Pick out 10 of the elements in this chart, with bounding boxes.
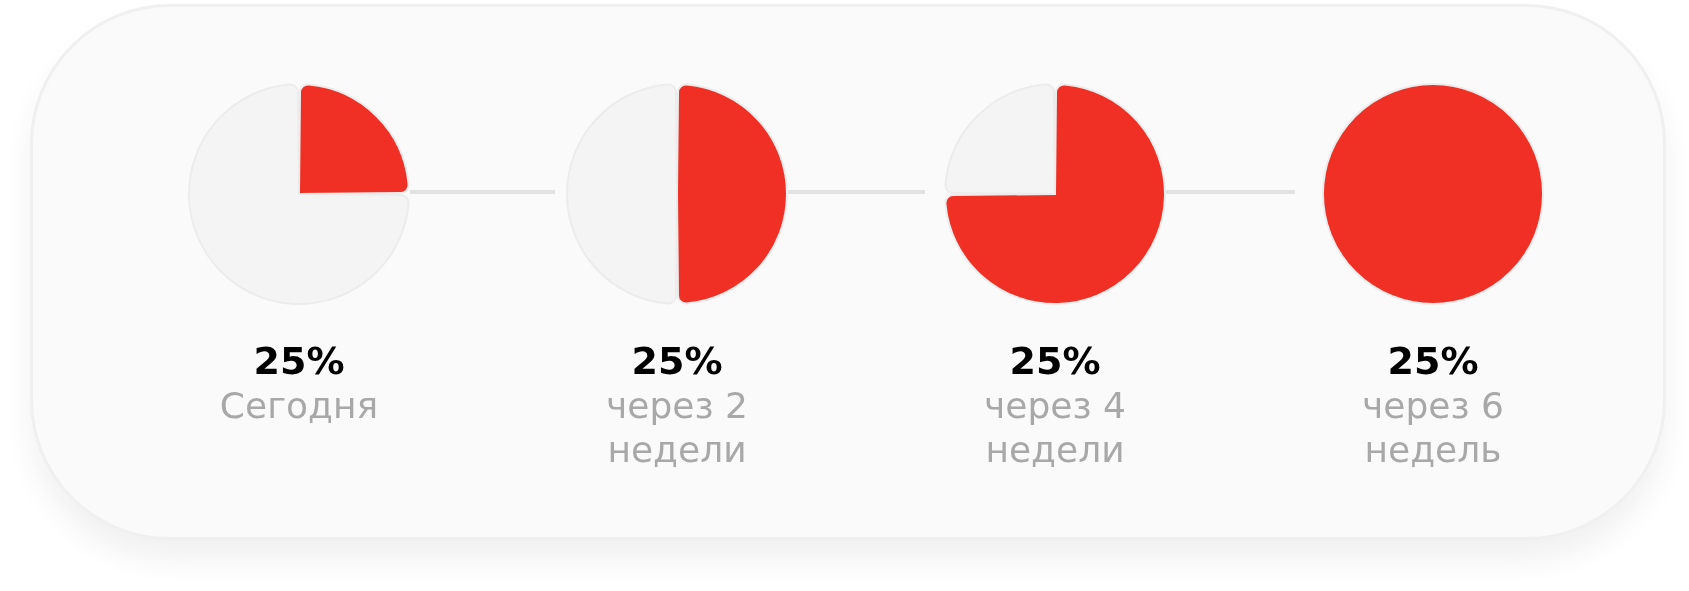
text: Сегодня (219, 385, 379, 426)
text: через 4 недели (984, 385, 1126, 470)
pie-slice (188, 83, 410, 305)
text: 25% (1387, 339, 1479, 383)
text: 25% (253, 339, 345, 383)
text: 25% (631, 338, 723, 383)
text: через 2 недели (606, 384, 748, 470)
text: через 6 недель (1362, 385, 1504, 470)
text: 25% (1009, 339, 1101, 383)
pie-slice (944, 83, 1166, 305)
